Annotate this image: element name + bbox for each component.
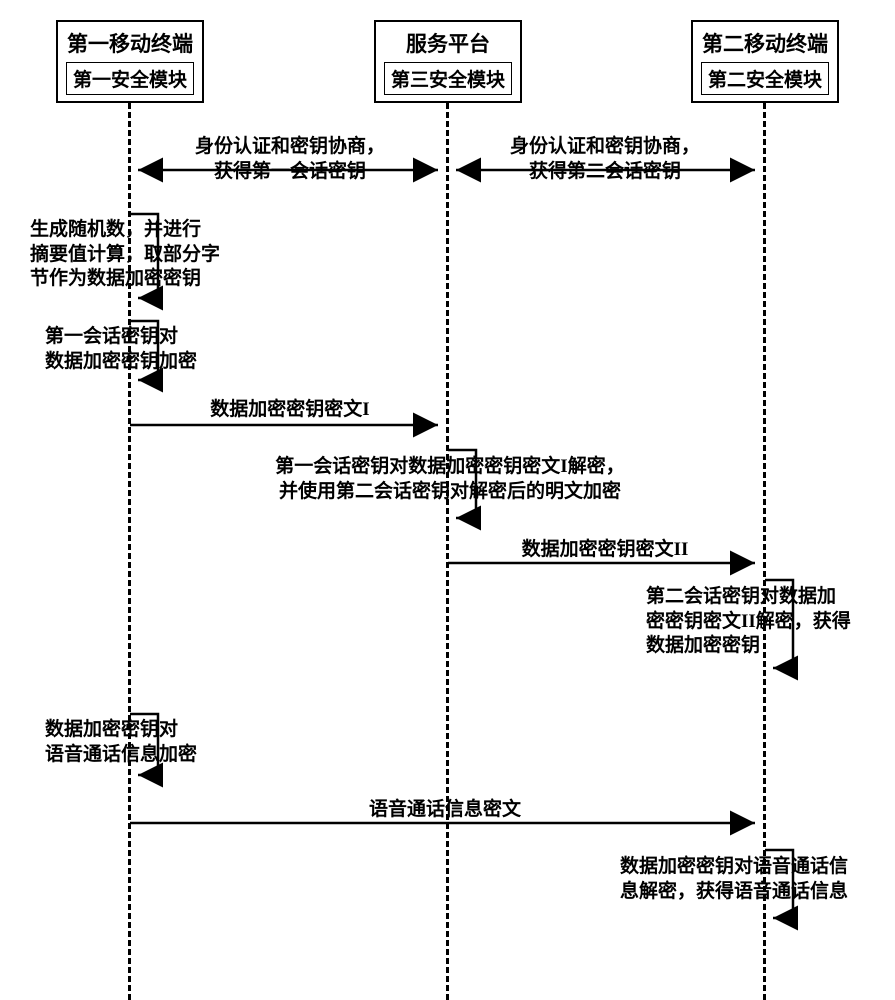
arrows-layer	[0, 0, 895, 1000]
